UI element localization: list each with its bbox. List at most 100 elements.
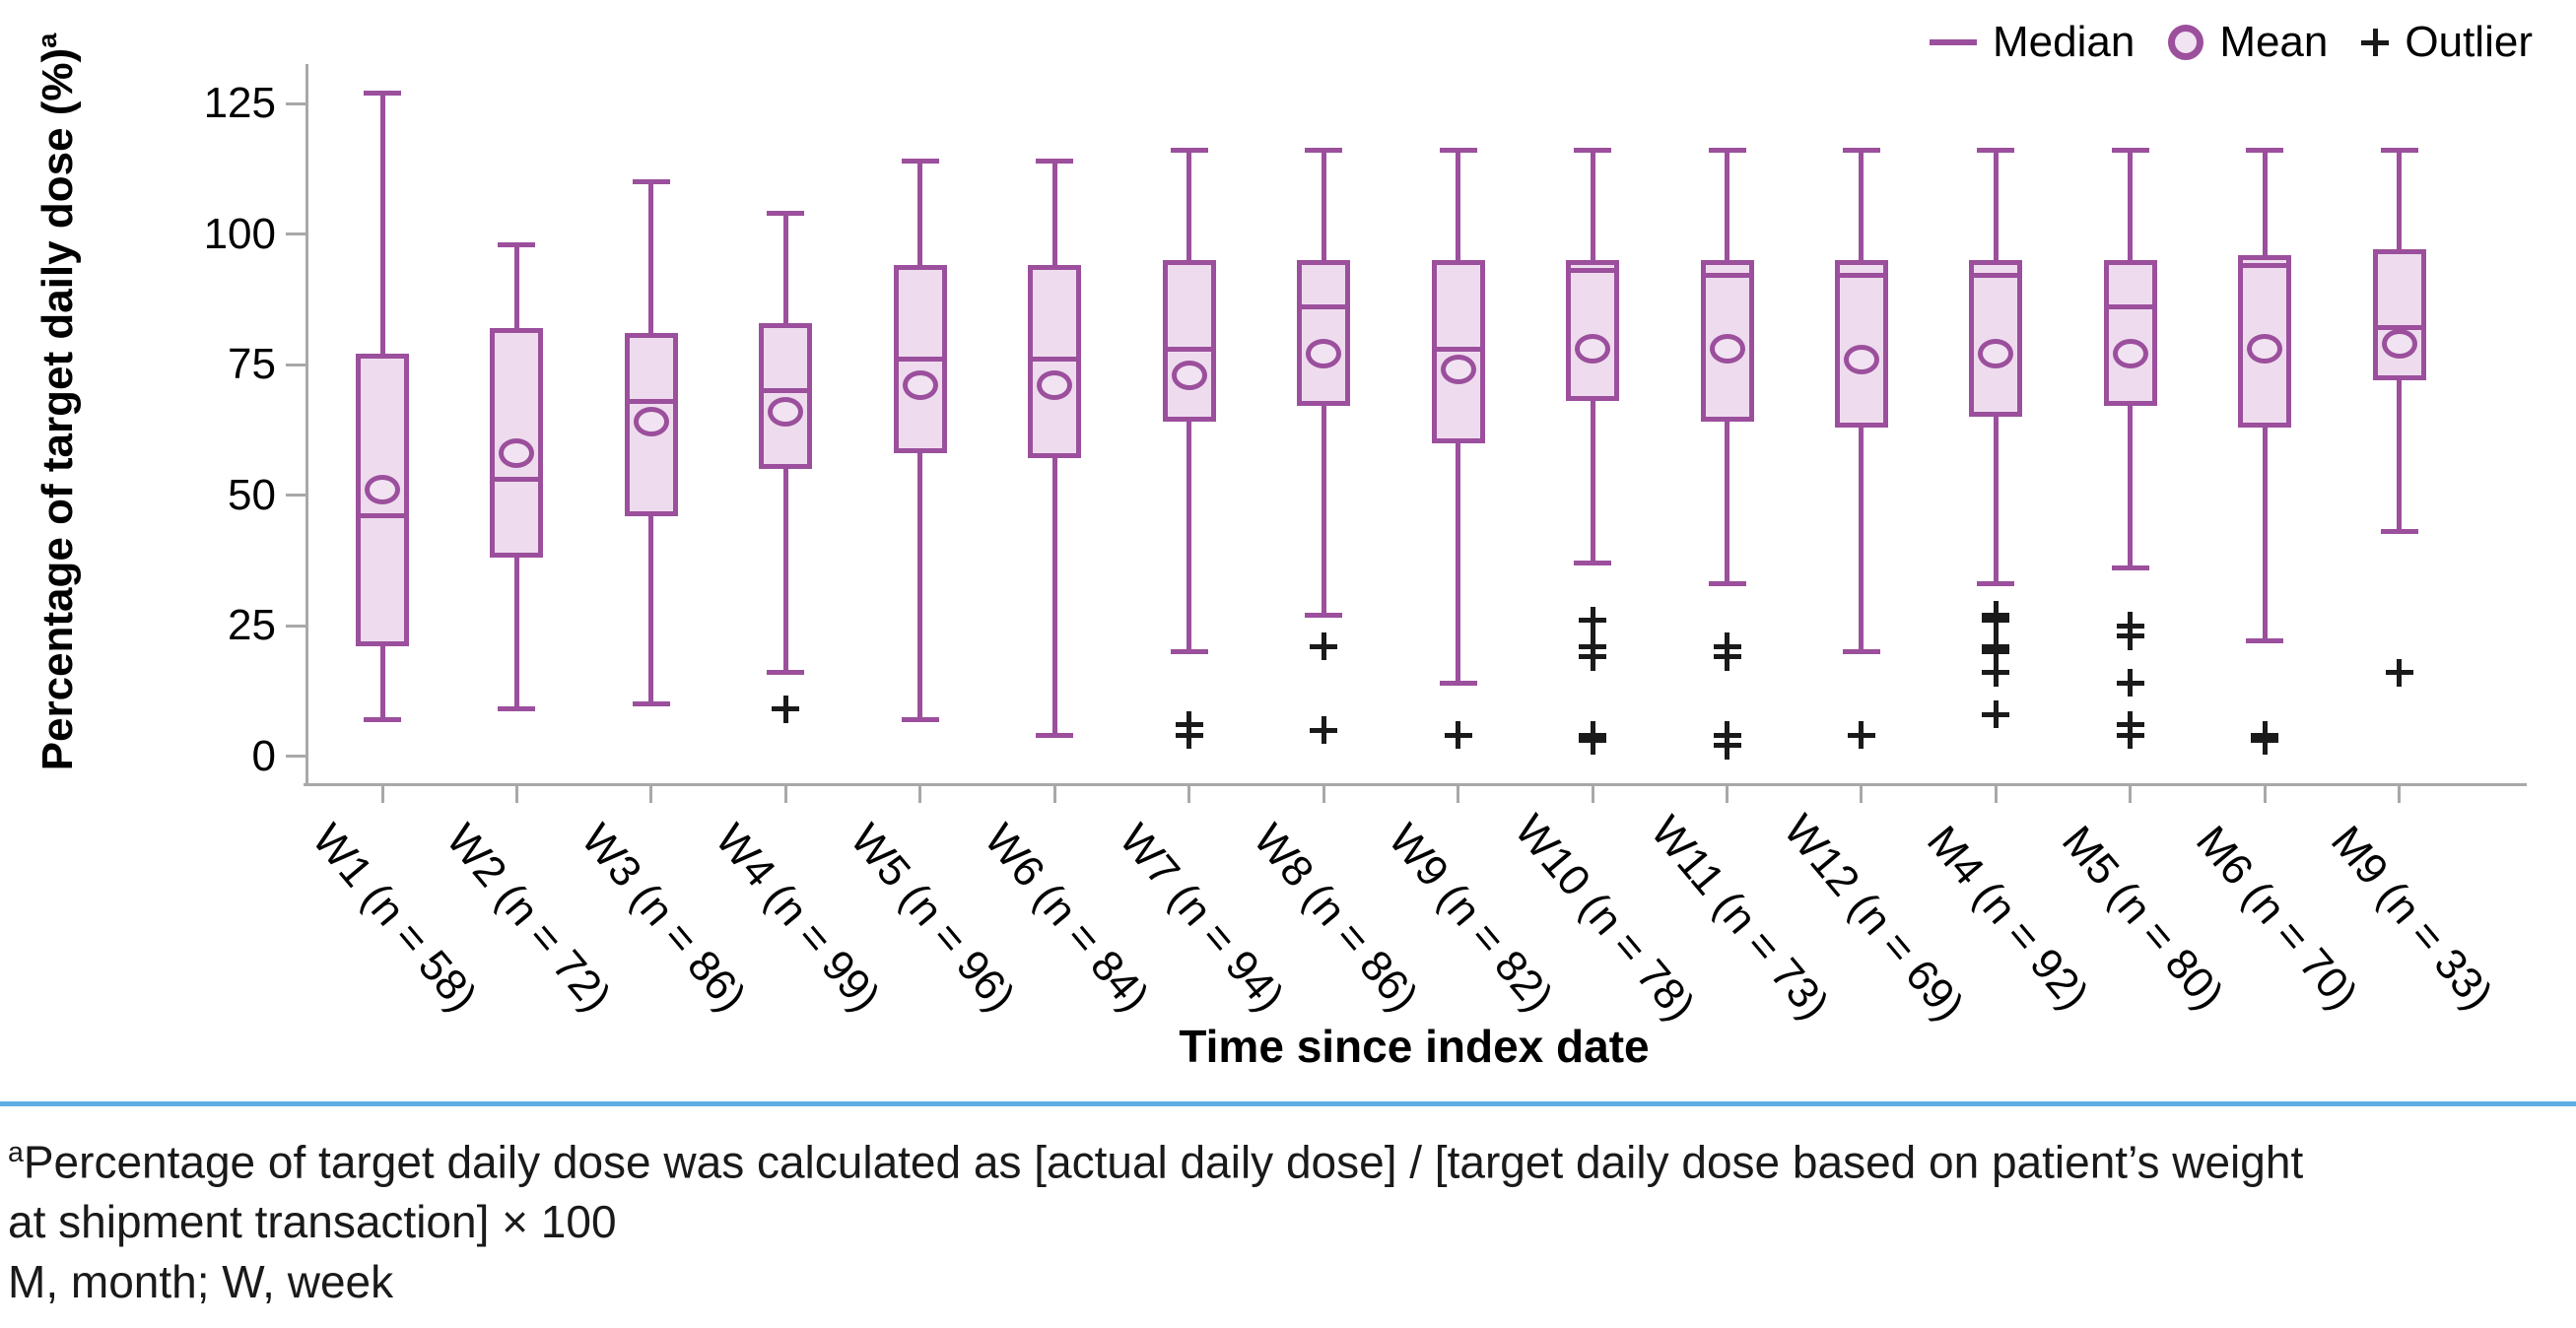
x-tick (1994, 786, 1998, 803)
box-rect (1834, 260, 1888, 428)
mean-marker (1306, 339, 1342, 369)
whisker-cap-bottom (498, 706, 536, 712)
whisker-cap-top (1842, 148, 1880, 154)
box-rect (1162, 260, 1216, 423)
box-rect (1297, 260, 1351, 407)
box-rect (1028, 265, 1082, 459)
median-line (1969, 273, 2023, 279)
y-axis-title-text: Percentage of target daily dose (%) (33, 47, 82, 771)
median-line (893, 357, 947, 363)
whisker-cap-top (2246, 148, 2284, 154)
legend-item-outlier: Outlier (2361, 18, 2533, 67)
legend-label-mean: Mean (2219, 18, 2329, 66)
whisker-cap-bottom (632, 701, 670, 706)
x-tick (1726, 786, 1729, 803)
whisker-cap-top (1708, 148, 1746, 154)
y-tick (286, 624, 305, 628)
mean-marker (1709, 334, 1745, 365)
x-tick (783, 786, 787, 803)
footnote-line-3: M, month; W, week (8, 1256, 394, 1308)
outlier-marker (1310, 716, 1338, 744)
whisker-cap-top (498, 241, 536, 247)
y-tick-label: 25 (228, 601, 276, 649)
whisker-cap-top (901, 158, 939, 164)
whisker-cap-top (767, 210, 805, 216)
mean-marker (1440, 355, 1476, 385)
whisker-cap-bottom (2380, 529, 2418, 535)
legend-label-median: Median (1993, 18, 2135, 66)
mean-marker (365, 475, 400, 505)
median-line (1700, 273, 1754, 279)
whisker-cap-bottom (1170, 649, 1208, 654)
mean-marker (633, 407, 669, 437)
whisker-cap-top (1036, 158, 1074, 164)
outlier-marker (2251, 726, 2279, 755)
median-line (1297, 304, 1351, 310)
whisker-cap-bottom (2246, 638, 2284, 644)
whisker-cap-top (1439, 148, 1477, 154)
median-line (2372, 325, 2426, 331)
median-line (2238, 262, 2292, 268)
y-tick-label: 0 (251, 731, 276, 780)
x-tick (2398, 786, 2402, 803)
median-line (356, 513, 409, 519)
y-tick-label: 75 (228, 340, 276, 388)
outlier-marker (2385, 658, 2413, 687)
box-rect (1566, 260, 1620, 402)
y-tick (286, 101, 305, 105)
whisker-cap-top (364, 90, 401, 96)
x-tick (1860, 786, 1864, 803)
box-rect (2372, 249, 2426, 380)
outlier-marker (1847, 721, 1875, 750)
x-tick (2263, 786, 2267, 803)
legend-item-median: Median (1930, 18, 2135, 67)
outlier-marker (1175, 721, 1203, 750)
mean-marker (1843, 344, 1879, 374)
whisker-cap-bottom (1439, 680, 1477, 686)
whisker-cap-bottom (1842, 649, 1880, 654)
x-tick (514, 786, 518, 803)
y-tick (286, 363, 305, 366)
whisker-cap-top (1170, 148, 1208, 154)
box-rect (1969, 260, 2023, 417)
whisker-cap-bottom (901, 716, 939, 722)
x-tick (1591, 786, 1594, 803)
whisker-cap-bottom (364, 716, 401, 722)
x-axis-title: Time since index date (1179, 1021, 1650, 1072)
whisker-cap-top (2111, 148, 2149, 154)
mean-circle-icon (2168, 25, 2204, 60)
footnote-line-1-text: Percentage of target daily dose was calc… (23, 1136, 2304, 1188)
x-tick (649, 786, 653, 803)
median-line (1431, 346, 1485, 352)
outlier-marker (2116, 622, 2144, 650)
box-rect (1431, 260, 1485, 443)
whisker-cap-top (1574, 148, 1612, 154)
outlier-marker (1444, 721, 1472, 750)
mean-marker (1171, 360, 1207, 390)
y-tick (286, 494, 305, 497)
y-axis-title: Percentage of target daily dose (%)a (32, 33, 83, 771)
x-tick (2129, 786, 2133, 803)
outlier-marker (1579, 606, 1607, 634)
median-line (490, 477, 544, 483)
median-line (624, 398, 678, 404)
outlier-marker (1713, 642, 1741, 671)
outlier-marker (2116, 669, 2144, 697)
whisker-cap-bottom (2111, 565, 2149, 571)
median-line (759, 388, 813, 393)
outlier-marker (1579, 642, 1607, 671)
mean-marker (2112, 339, 2148, 369)
whisker-cap-top (632, 179, 670, 184)
mean-marker (1575, 334, 1611, 365)
footnote-line-2: at shipment transaction] × 100 (8, 1196, 617, 1248)
x-tick (1322, 786, 1325, 803)
chart-legend: Median Mean Outlier (1930, 18, 2533, 67)
whisker-cap-bottom (767, 670, 805, 676)
whisker-cap-bottom (1574, 560, 1612, 565)
mean-marker (1037, 370, 1073, 401)
x-tick (1457, 786, 1460, 803)
median-line (1566, 268, 1620, 274)
whisker-cap-bottom (1305, 612, 1343, 618)
outlier-marker (1982, 700, 2010, 729)
y-tick-label: 125 (203, 79, 276, 127)
